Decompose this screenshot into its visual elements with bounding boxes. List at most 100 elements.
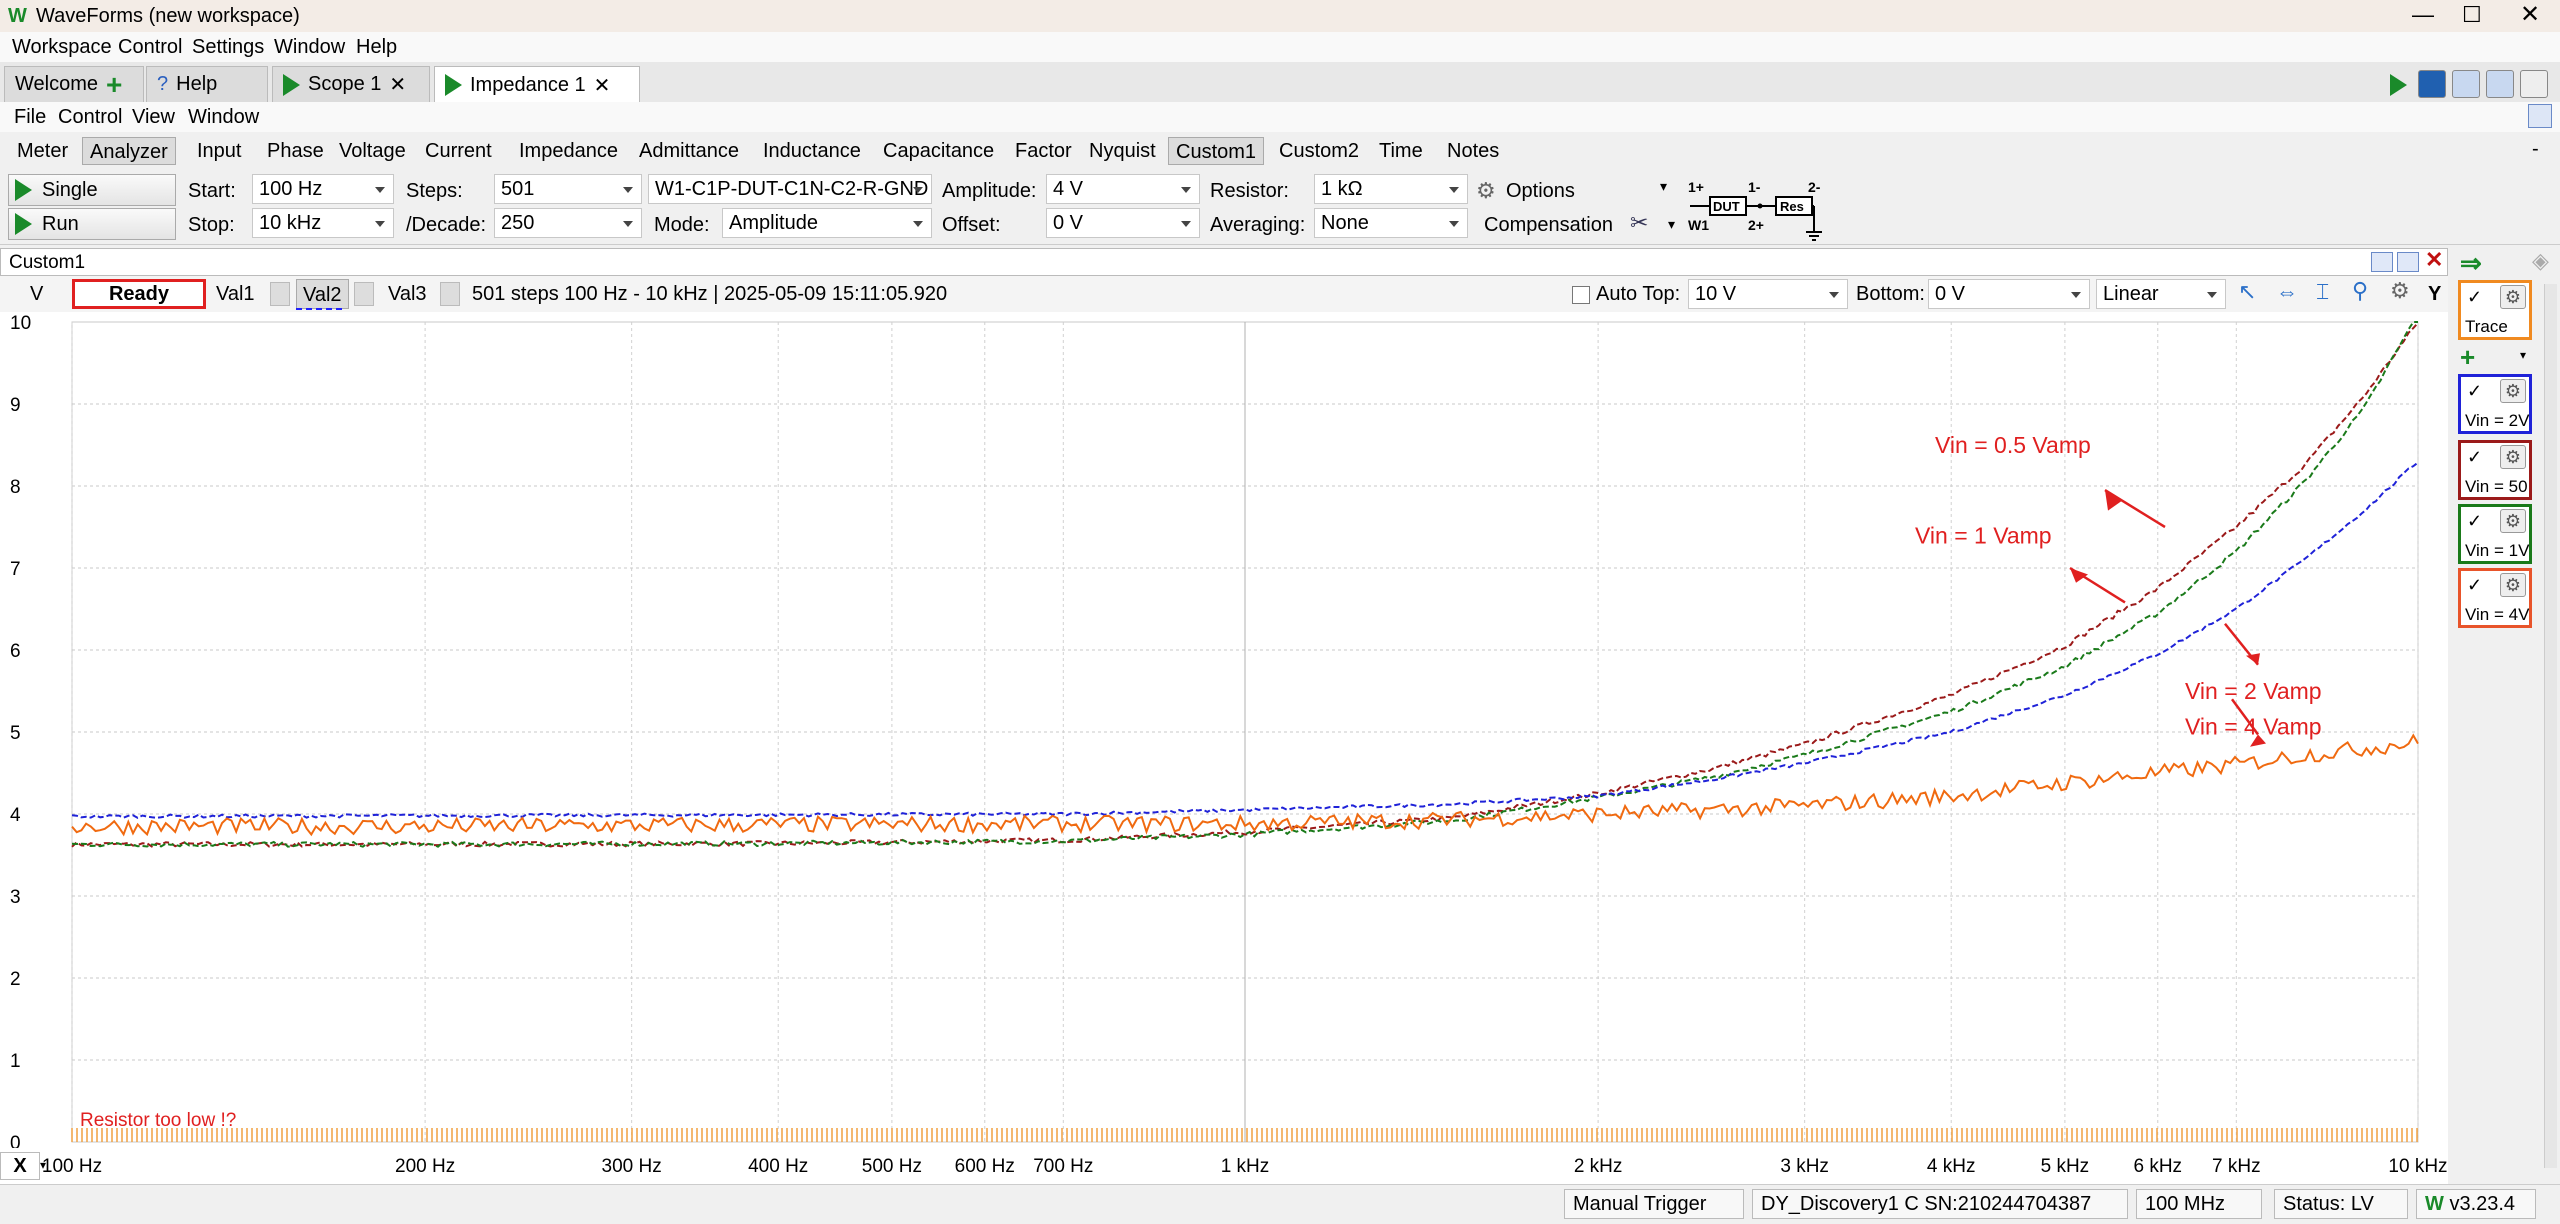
trace-gear-icon[interactable]: ⚙: [2500, 285, 2526, 309]
trace-box[interactable]: ✓ ⚙ Trace: [2458, 280, 2532, 340]
config-select[interactable]: W1-C1P-DUT-C1N-C2-R-GND: [648, 174, 932, 204]
x-axis-button[interactable]: X: [0, 1152, 40, 1180]
span-icon[interactable]: ⇔: [2276, 279, 2298, 304]
stop-select[interactable]: 10 kHz: [252, 208, 394, 238]
maximize-icon[interactable]: ☐: [2462, 2, 2482, 27]
compensation-tools-icon[interactable]: ✂: [1630, 210, 1649, 235]
trace-gear-icon[interactable]: ⚙: [2500, 573, 2526, 597]
plot-settings-icon[interactable]: ⚙: [2390, 278, 2410, 303]
close-tab-icon[interactable]: ✕: [389, 74, 407, 96]
tab-nyquist[interactable]: Nyquist: [1089, 140, 1156, 162]
menu-window-tool[interactable]: Window: [188, 106, 260, 128]
steps-select[interactable]: 501: [494, 174, 642, 204]
tab-voltage[interactable]: Voltage: [339, 140, 406, 162]
settings-gear-icon[interactable]: [2520, 70, 2548, 98]
compensation-dropdown-icon[interactable]: ▾: [1668, 216, 1676, 232]
tab-inductance[interactable]: Inductance: [763, 140, 861, 162]
resistor-select[interactable]: 1 kΩ: [1314, 174, 1468, 204]
single-button[interactable]: Single: [8, 174, 176, 206]
val1-toggle-icon[interactable]: [270, 282, 290, 306]
device-status[interactable]: DY_Discovery1 C SN:210244704387: [1752, 1189, 2128, 1219]
tab-scope-1[interactable]: Scope 1 ✕: [272, 66, 430, 102]
trace-checkbox[interactable]: ✓: [2467, 447, 2483, 467]
menu-workspace[interactable]: Workspace: [12, 36, 112, 58]
trace-box-vin2[interactable]: ✓ ⚙ Vin = 2V: [2458, 374, 2532, 434]
trace-box-vin1[interactable]: ✓ ⚙ Vin = 1V: [2458, 504, 2532, 564]
auto-top-checkbox[interactable]: [1572, 286, 1590, 304]
restore-icon[interactable]: [2528, 104, 2552, 128]
tab-meter[interactable]: Meter: [17, 140, 69, 162]
minimize-icon[interactable]: —: [2412, 2, 2434, 27]
tab-impedance[interactable]: Impedance: [519, 140, 618, 162]
cursor-icon[interactable]: ⌶: [2316, 279, 2330, 304]
trace-checkbox[interactable]: ✓: [2467, 287, 2483, 307]
tab-current[interactable]: Current: [425, 140, 492, 162]
tab-factor[interactable]: Factor: [1015, 140, 1072, 162]
bottom-select[interactable]: 0 V: [1928, 279, 2090, 309]
tab-custom2[interactable]: Custom2: [1279, 140, 1360, 162]
tab-analyzer[interactable]: Analyzer: [82, 137, 176, 165]
options-dropdown-icon[interactable]: ▾: [1660, 178, 1668, 194]
tab-notes[interactable]: Notes: [1447, 140, 1500, 162]
dock-icon[interactable]: [2371, 252, 2393, 272]
menu-control[interactable]: Control: [118, 36, 183, 58]
add-trace-icon[interactable]: +: [2460, 342, 2476, 372]
trace-box-vin4[interactable]: ✓ ⚙ Vin = 4V: [2458, 568, 2532, 628]
stop-all-icon[interactable]: [2418, 70, 2446, 98]
tab-impedance-1[interactable]: Impedance 1 ✕: [434, 66, 640, 103]
tab-admittance[interactable]: Admittance: [639, 140, 740, 162]
compensation-button[interactable]: Compensation: [1484, 214, 1613, 236]
tab-input[interactable]: Input: [197, 140, 242, 162]
tab-val1[interactable]: Val1: [216, 283, 255, 305]
add-icon[interactable]: +: [106, 68, 123, 100]
arrow-right-icon[interactable]: ⇒: [2460, 248, 2482, 278]
cascade-icon[interactable]: [2452, 70, 2480, 98]
averaging-select[interactable]: None: [1314, 208, 1468, 238]
tile-icon[interactable]: [2486, 70, 2514, 98]
tab-val2[interactable]: Val2: [296, 279, 349, 309]
start-select[interactable]: 100 Hz: [252, 174, 394, 204]
amplitude-select[interactable]: 4 V: [1046, 174, 1200, 204]
trace-gear-icon[interactable]: ⚙: [2500, 509, 2526, 533]
trace-gear-icon[interactable]: ⚙: [2500, 379, 2526, 403]
autoscale-icon[interactable]: ↖: [2238, 279, 2257, 304]
menu-help[interactable]: Help: [356, 36, 398, 58]
tab-phase[interactable]: Phase: [267, 140, 324, 162]
tab-capacitance[interactable]: Capacitance: [883, 140, 995, 162]
val2-toggle-icon[interactable]: [354, 282, 374, 306]
trace-checkbox[interactable]: ✓: [2467, 575, 2483, 595]
tab-help[interactable]: ? Help: [146, 66, 268, 102]
collapse-panel-icon[interactable]: ◈: [2532, 248, 2549, 273]
offset-select[interactable]: 0 V: [1046, 208, 1200, 238]
run-all-icon[interactable]: [2390, 74, 2407, 96]
zoom-icon[interactable]: ⚲: [2352, 278, 2369, 303]
panel-scrollbar[interactable]: [2544, 284, 2557, 1168]
trace-box-vin50[interactable]: ✓ ⚙ Vin = 50: [2458, 440, 2532, 500]
tab-val3[interactable]: Val3: [388, 283, 427, 305]
close-tab-icon[interactable]: ✕: [593, 74, 611, 97]
trace-checkbox[interactable]: ✓: [2467, 511, 2483, 531]
frequency-status[interactable]: 100 MHz: [2136, 1189, 2262, 1219]
trace-gear-icon[interactable]: ⚙: [2500, 445, 2526, 469]
trace-checkbox[interactable]: ✓: [2467, 381, 2483, 401]
add-trace-dropdown-icon[interactable]: ▾: [2520, 348, 2527, 362]
gear-icon[interactable]: ⚙: [1476, 178, 1496, 203]
trigger-status[interactable]: Manual Trigger: [1564, 1189, 1744, 1219]
val3-toggle-icon[interactable]: [440, 282, 460, 306]
maximize-view-icon[interactable]: [2397, 252, 2419, 272]
menu-control-tool[interactable]: Control: [58, 106, 123, 128]
tab-time[interactable]: Time: [1379, 140, 1423, 162]
decade-select[interactable]: 250: [494, 208, 642, 238]
connection-status[interactable]: Status: LV: [2274, 1189, 2408, 1219]
x-axis-dropdown-icon[interactable]: ▾: [40, 1158, 47, 1172]
options-button[interactable]: Options: [1506, 180, 1575, 202]
menu-settings[interactable]: Settings: [192, 36, 265, 58]
menu-window[interactable]: Window: [274, 36, 346, 58]
run-button[interactable]: Run: [8, 208, 176, 240]
mode-select[interactable]: Amplitude: [722, 208, 932, 238]
y-axis-button[interactable]: Y: [2428, 283, 2442, 305]
top-select[interactable]: 10 V: [1688, 279, 1848, 309]
collapse-icon[interactable]: -: [2532, 138, 2539, 160]
menu-view[interactable]: View: [132, 106, 175, 128]
menu-file[interactable]: File: [14, 106, 47, 128]
